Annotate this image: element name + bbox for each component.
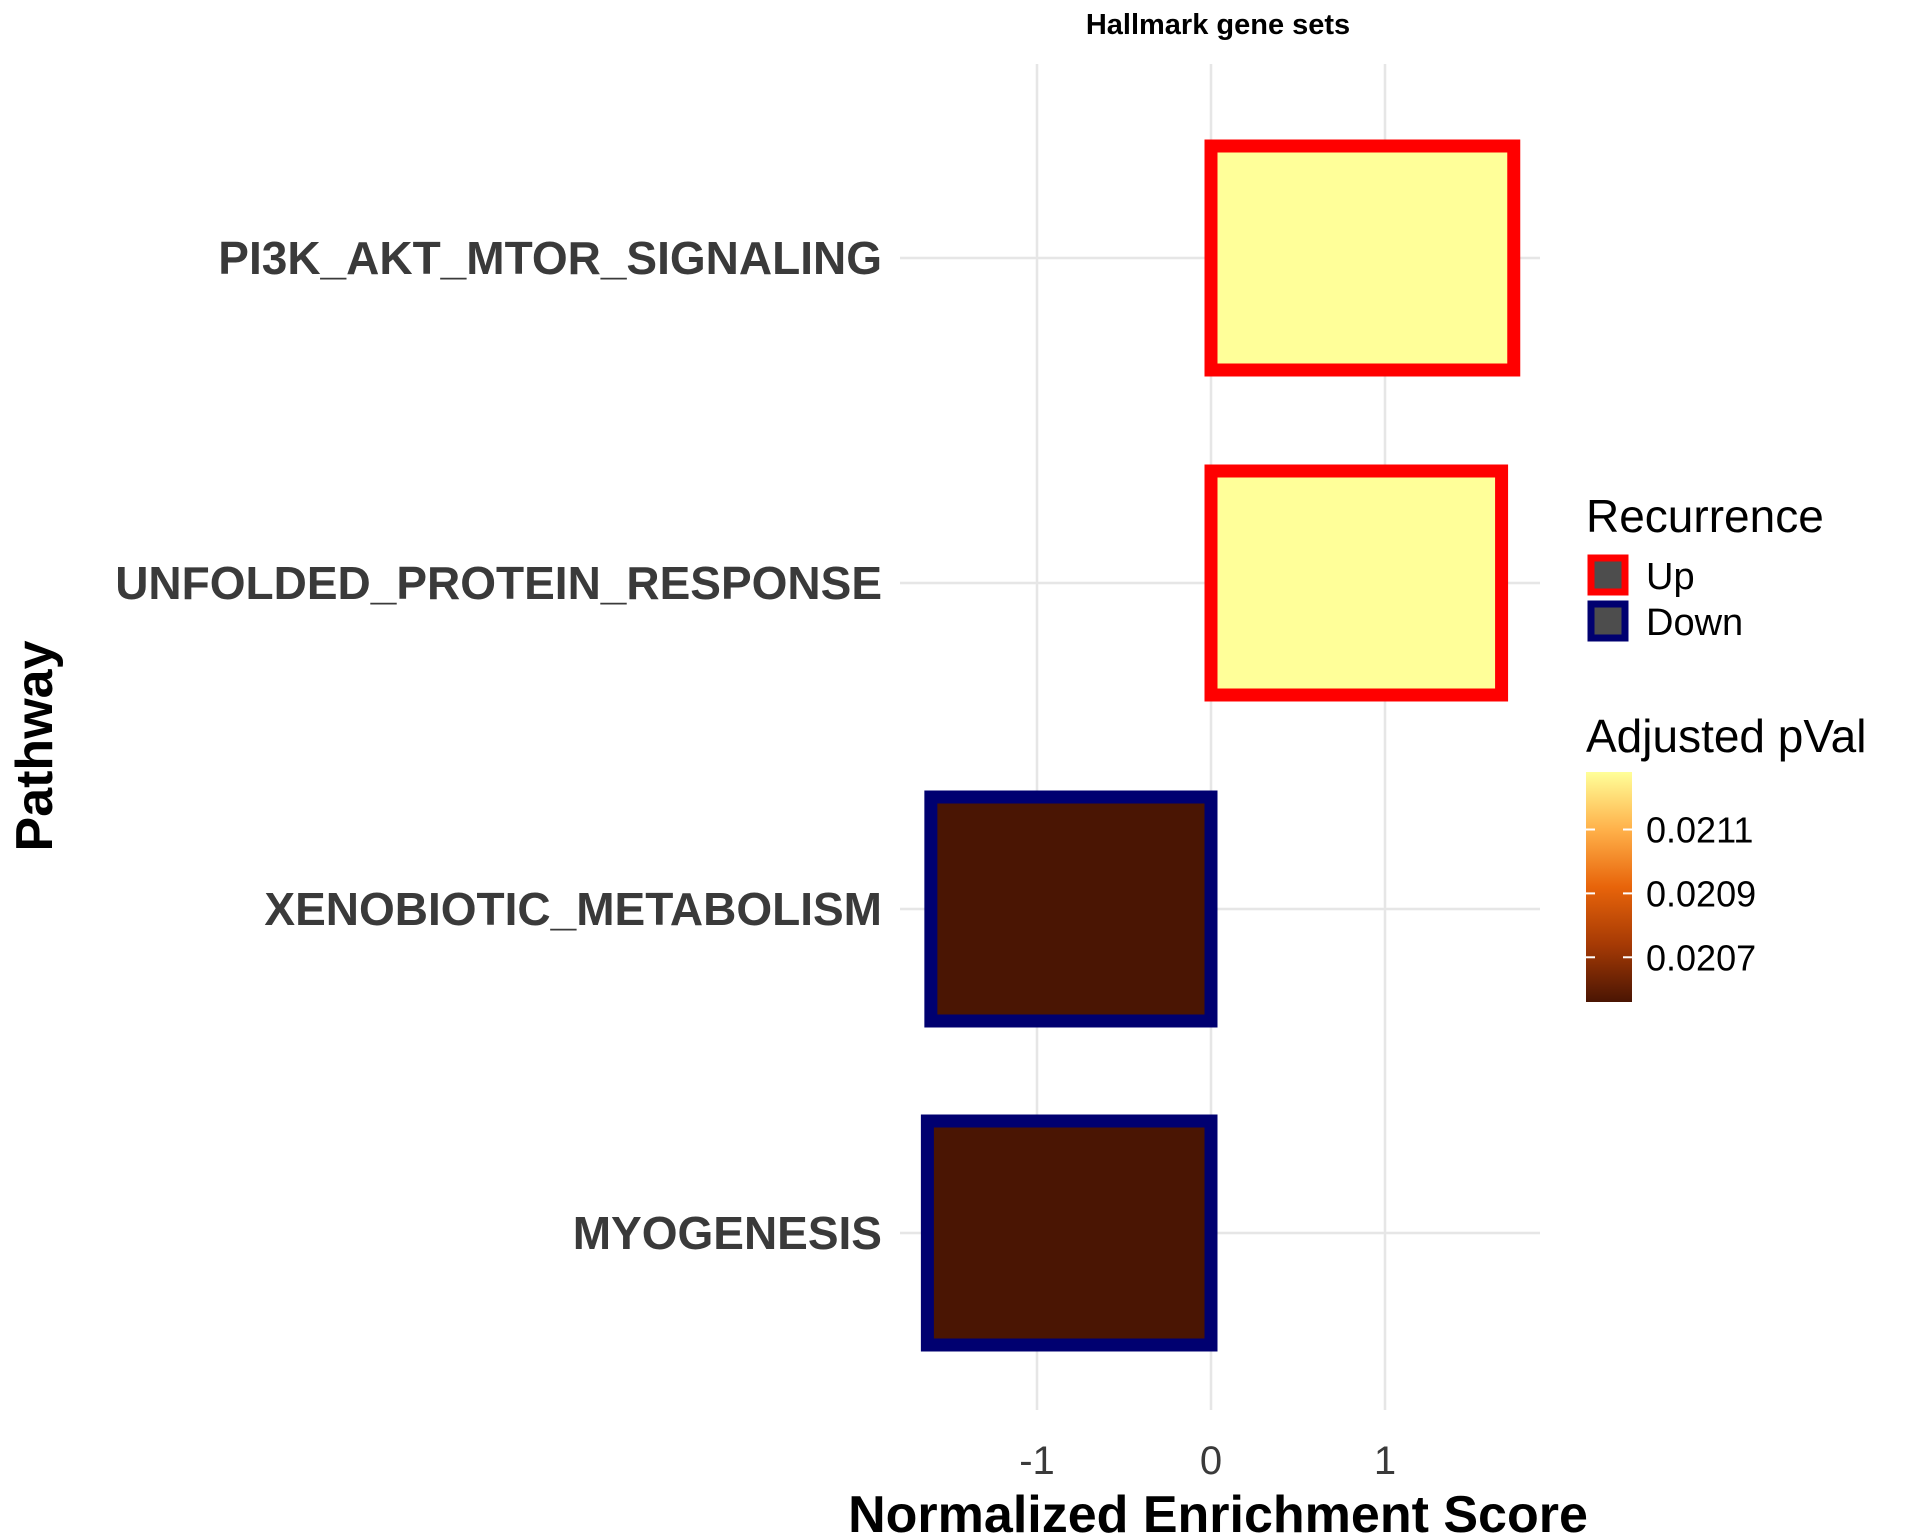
colorbar-ticks: 0.0211 0.0209 0.0207 [1586,810,1756,978]
category-label: UNFOLDED_PROTEIN_RESPONSE [115,557,882,609]
legend-label: Down [1646,602,1743,644]
x-tick-label: -1 [1019,1439,1055,1483]
bar [1204,139,1521,377]
x-tick-label: 1 [1374,1439,1396,1483]
category-label: XENOBIOTIC_METABOLISM [264,883,882,935]
x-axis-title: Normalized Enrichment Score [848,1486,1588,1536]
colorbar-tick-label: 0.0207 [1646,937,1756,978]
chart-title: Hallmark gene sets [1086,9,1350,41]
colorbar-tick-label: 0.0211 [1646,810,1753,851]
legend-key [1587,600,1629,642]
legend-label: Up [1646,556,1695,598]
legend-key [1587,554,1629,596]
colorbar-tick-label: 0.0209 [1646,873,1756,914]
bar [920,1114,1218,1352]
y-axis-title: Pathway [6,640,64,851]
pval-colorbar [1586,772,1632,1002]
category-label: PI3K_AKT_MTOR_SIGNALING [218,232,882,284]
category-label: MYOGENESIS [573,1207,882,1259]
x-tick-labels: -1 0 1 [1019,1439,1396,1483]
recurrence-legend-title: Recurrence [1586,490,1824,542]
category-labels: PI3K_AKT_MTOR_SIGNALING UNFOLDED_PROTEIN_… [115,232,882,1259]
bars [920,139,1521,1352]
pval-legend-title: Adjusted pVal [1586,710,1866,762]
bar [1204,464,1509,702]
bar [924,790,1218,1028]
x-tick-label: 0 [1200,1439,1222,1483]
